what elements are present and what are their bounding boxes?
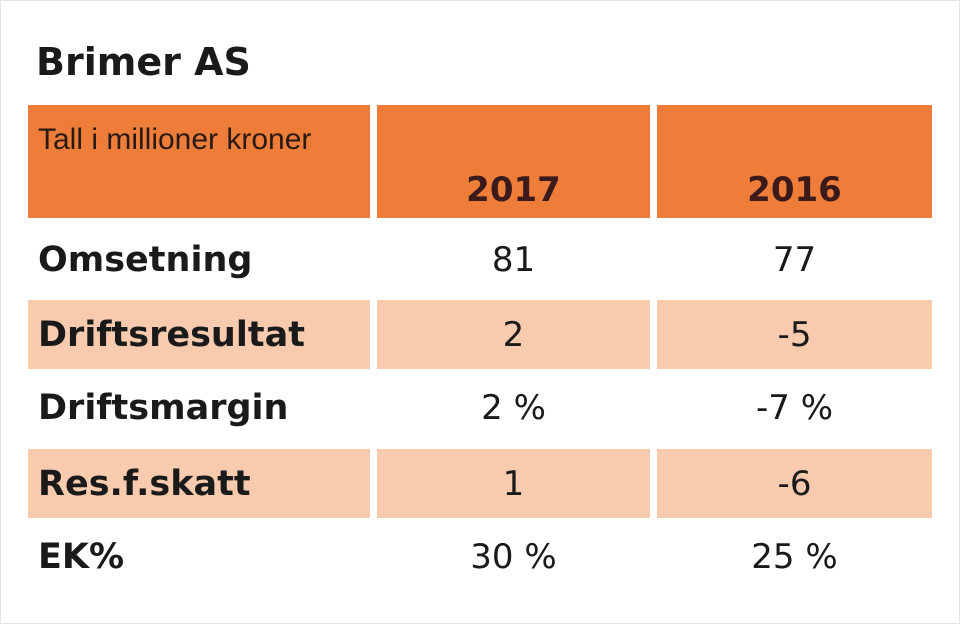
value-cell: 2 %	[481, 387, 546, 428]
header-cell: Tall i millioner kroner	[28, 105, 370, 218]
value-cell: 81	[491, 239, 536, 280]
row-label: Omsetning	[38, 239, 253, 280]
value-cell: -7 %	[755, 387, 833, 428]
value-cell: -6	[657, 449, 932, 518]
value-cell: -5	[657, 300, 932, 369]
value-cell: 77	[772, 239, 817, 280]
row-label: Driftsmargin	[38, 387, 289, 428]
row-label: Driftsresultat	[28, 300, 370, 369]
value-cell: 25 %	[751, 536, 838, 577]
row-label: EK%	[38, 536, 125, 577]
value-cell: 1	[377, 449, 650, 518]
header-cell: 2016	[657, 105, 932, 218]
header-cell: 2017	[377, 105, 650, 218]
title: Brimer AS	[36, 40, 251, 84]
value-cell: 2	[377, 300, 650, 369]
row-label: Res.f.skatt	[28, 449, 370, 518]
value-cell: 30 %	[470, 536, 557, 577]
